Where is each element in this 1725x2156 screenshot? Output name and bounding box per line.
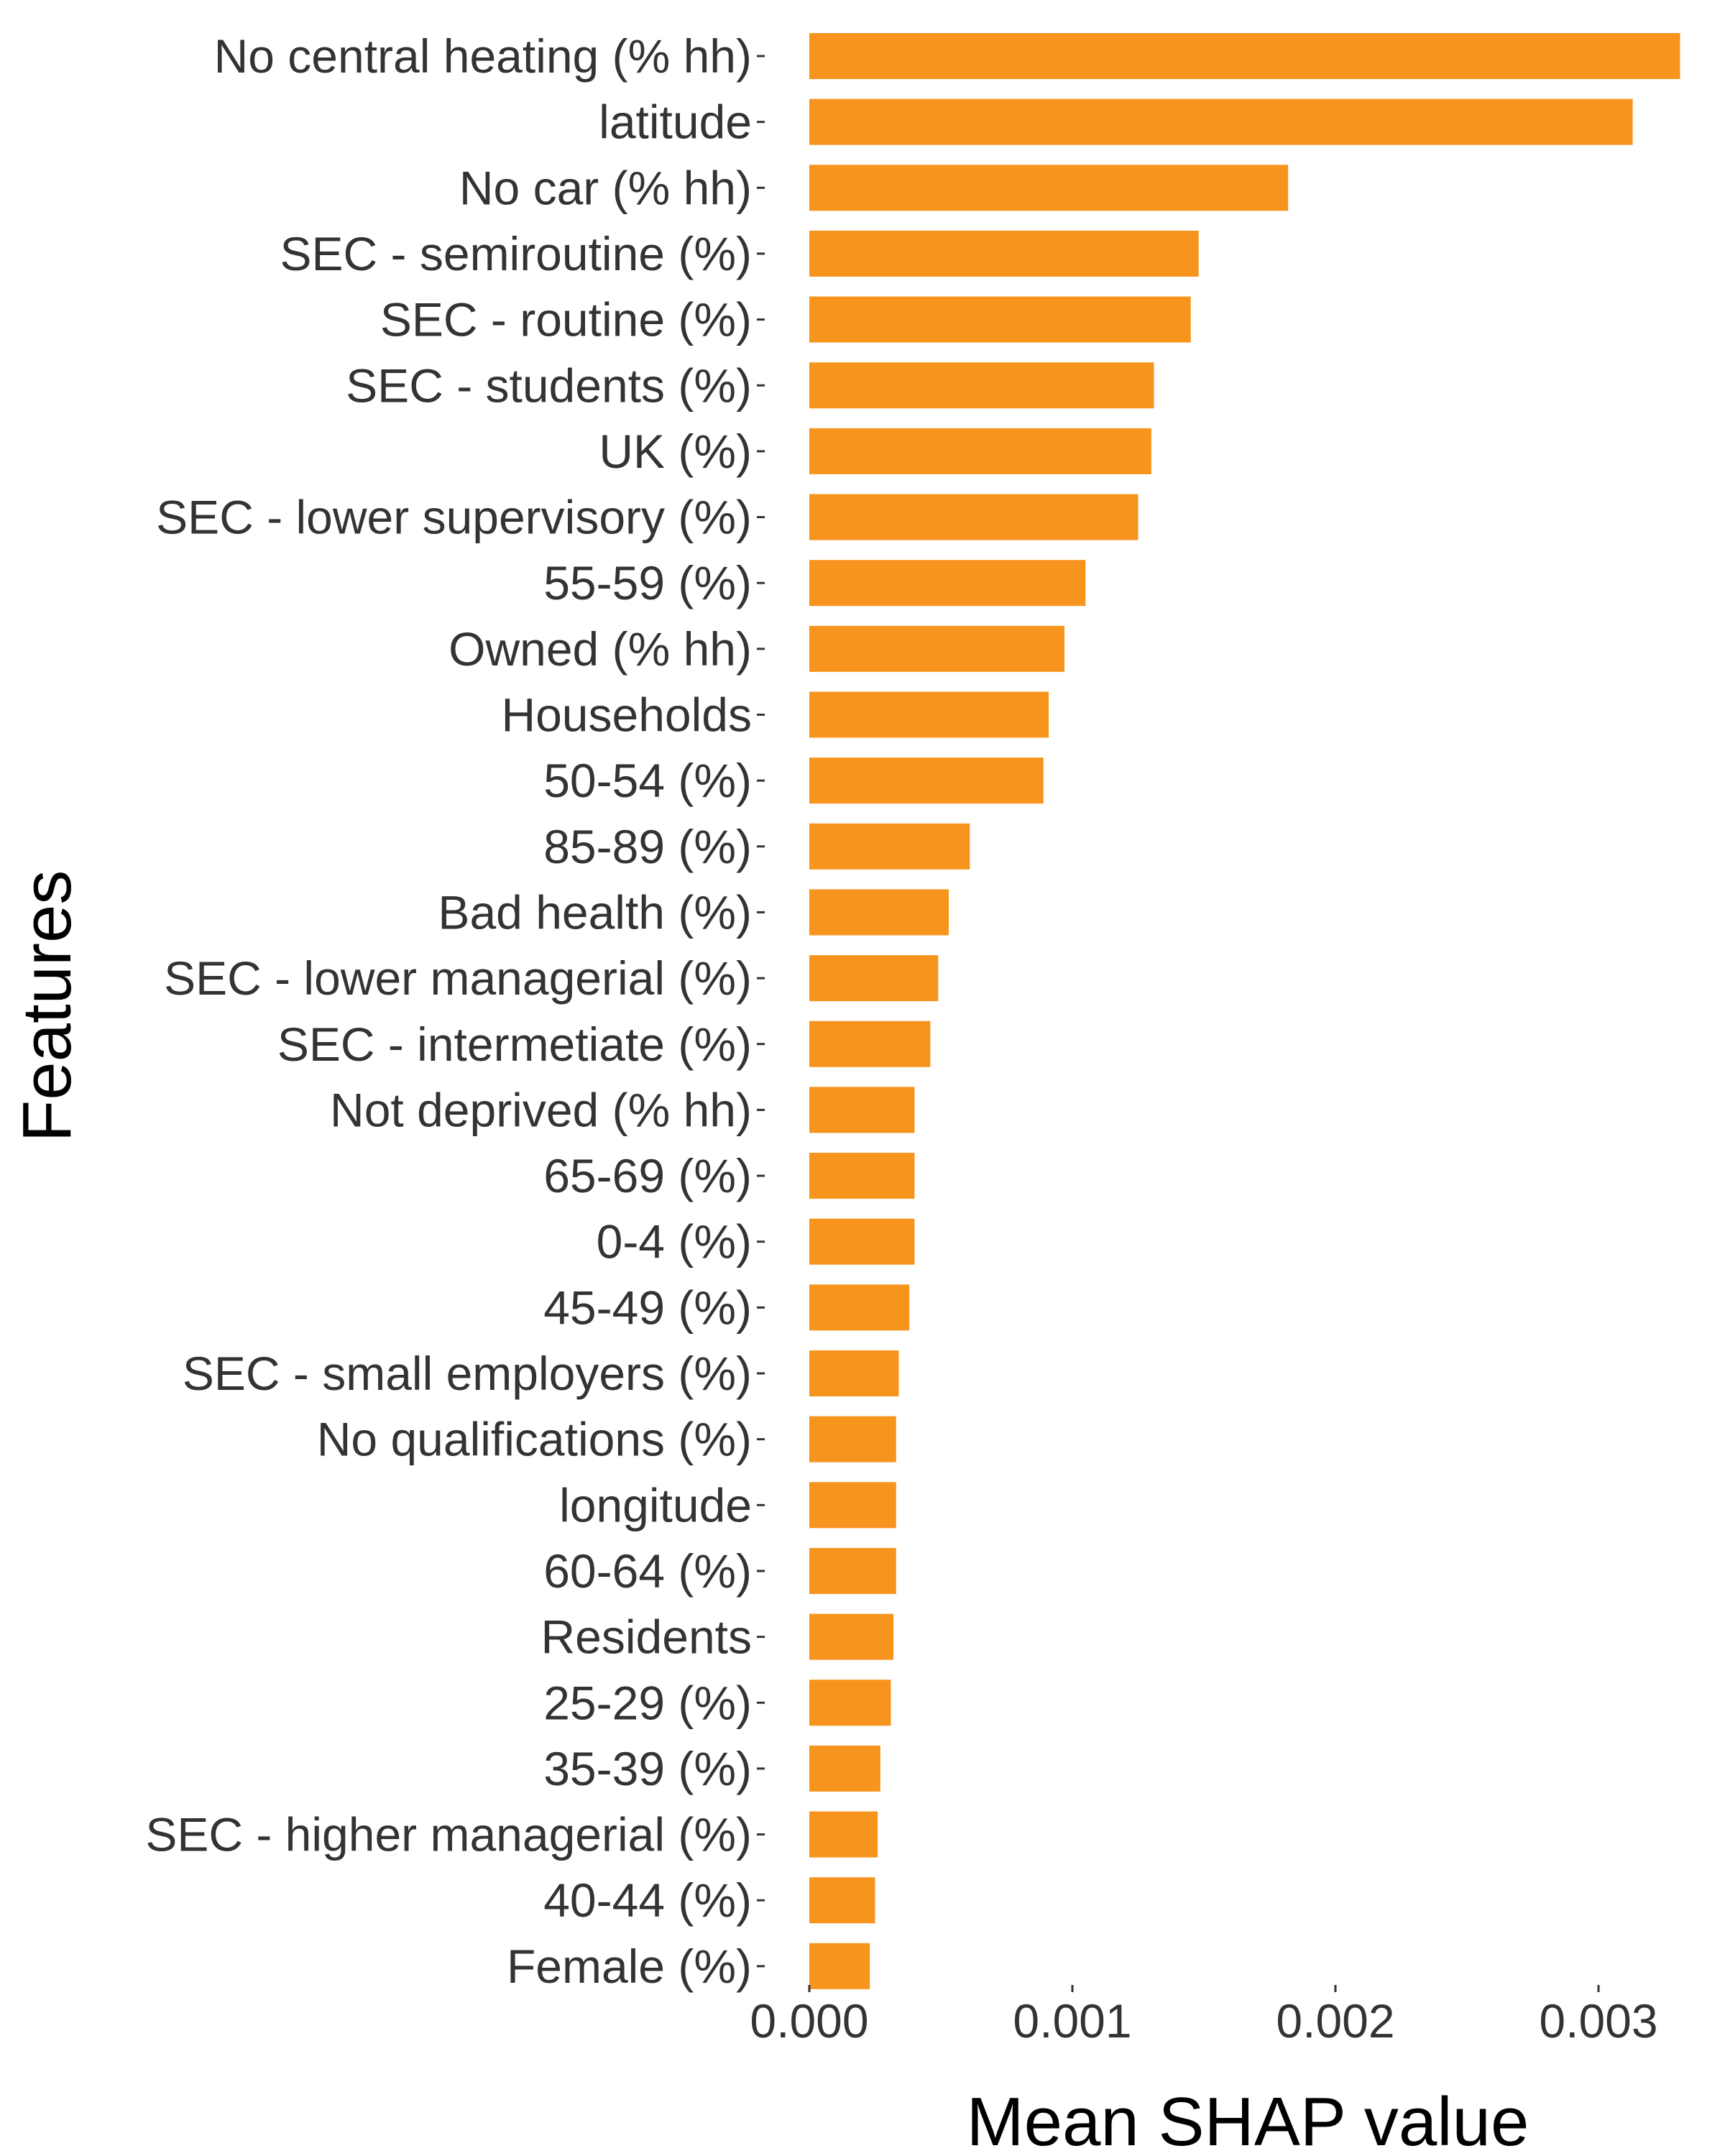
bar-25-29 (809, 1680, 891, 1726)
bar-45-49 (809, 1284, 910, 1331)
bar-sec-lower-managerial (809, 955, 939, 1002)
y-tick-label: UK (%) (599, 425, 752, 478)
bar-35-39 (809, 1745, 880, 1792)
x-axis: 0.000 0.001 0.002 0.003 (750, 1985, 1658, 2047)
bar-sec-students (809, 362, 1154, 409)
y-tick-label: SEC - intermetiate (%) (277, 1018, 752, 1071)
bar-households (809, 691, 1049, 738)
y-tick-label: Bad health (%) (438, 885, 752, 939)
y-tick-label: No car (% hh) (459, 161, 752, 214)
y-tick-label: longitude (559, 1478, 752, 1531)
y-tick-label: SEC - semiroutine (%) (280, 227, 753, 280)
x-axis-title: Mean SHAP value (967, 2083, 1530, 2156)
y-tick-label: No central heating (% hh) (214, 29, 752, 83)
bar-no-central-heating-hh (809, 33, 1680, 79)
bar-residents (809, 1613, 894, 1660)
y-tick-label: SEC - lower managerial (%) (164, 952, 752, 1005)
y-axis: No central heating (% hh) latitude No car … (145, 29, 765, 1993)
bar-sec-higher-managerial (809, 1811, 878, 1858)
bar-longitude (809, 1482, 896, 1529)
y-tick-label: 65-69 (%) (543, 1149, 752, 1202)
bar-bad-health (809, 889, 949, 936)
bar-sec-lower-supervisory (809, 494, 1138, 540)
bar-owned-hh (809, 625, 1065, 672)
y-tick-label: latitude (599, 96, 752, 149)
y-tick-label: 85-89 (%) (543, 820, 752, 873)
bars-group (809, 33, 1680, 1989)
bar-sec-small-employers (809, 1350, 899, 1396)
bar-female (809, 1943, 870, 1989)
y-tick-label: Residents (541, 1611, 753, 1664)
y-tick-label: 60-64 (%) (543, 1544, 752, 1598)
y-tick-label: 50-54 (%) (543, 754, 752, 807)
bar-60-64 (809, 1547, 896, 1594)
y-tick-label: 45-49 (%) (543, 1281, 752, 1334)
bar-not-deprived-hh (809, 1087, 915, 1133)
x-tick-label: 0.003 (1539, 1994, 1657, 2047)
bar-sec-intermetiate (809, 1021, 931, 1067)
bar-sec-semiroutine (809, 230, 1199, 277)
y-tick-label: 0-4 (%) (597, 1215, 752, 1268)
y-tick-label: 25-29 (%) (543, 1676, 752, 1729)
bar-85-89 (809, 823, 970, 870)
bar-latitude (809, 98, 1633, 145)
y-tick-label: Female (%) (507, 1940, 752, 1993)
x-tick-label: 0.002 (1276, 1994, 1394, 2047)
y-axis-title: Features (9, 870, 86, 1143)
bar-40-44 (809, 1877, 875, 1924)
x-tick-label: 0.001 (1013, 1994, 1131, 2047)
y-tick-label: SEC - higher managerial (%) (145, 1808, 752, 1861)
y-tick-label: SEC - lower supervisory (%) (156, 491, 752, 544)
bar-no-car-hh (809, 165, 1289, 211)
bar-no-qualifications (809, 1416, 896, 1462)
bar-0-4 (809, 1218, 915, 1265)
bar-65-69 (809, 1153, 915, 1199)
y-tick-label: Not deprived (% hh) (330, 1083, 752, 1136)
x-tick-label: 0.000 (750, 1994, 868, 2047)
bar-55-59 (809, 560, 1086, 607)
bar-sec-routine (809, 296, 1191, 343)
bar-uk (809, 428, 1151, 474)
y-tick-label: No qualifications (%) (317, 1413, 752, 1466)
y-tick-label: SEC - small employers (%) (183, 1347, 752, 1400)
y-tick-label: 55-59 (%) (543, 556, 752, 609)
bar-50-54 (809, 757, 1044, 804)
y-tick-label: 40-44 (%) (543, 1874, 752, 1927)
y-tick-label: SEC - routine (%) (380, 293, 752, 346)
y-tick-label: Owned (% hh) (448, 622, 752, 676)
y-tick-label: Households (501, 688, 752, 742)
y-tick-label: SEC - students (%) (346, 359, 752, 412)
y-tick-label: 35-39 (%) (543, 1742, 752, 1795)
